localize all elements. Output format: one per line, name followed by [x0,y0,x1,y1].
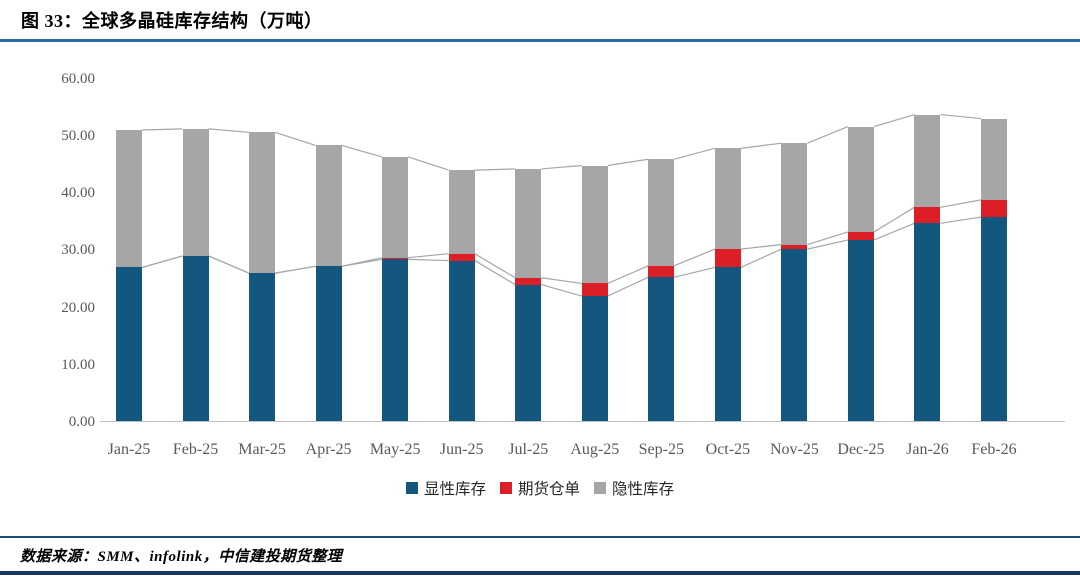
bar-segment-implicit-inventory [648,159,675,266]
y-tick-label: 30.00 [61,242,95,259]
bar-segment-implicit-inventory [182,128,209,256]
bar-segment-explicit-inventory [914,223,941,422]
bar-segment-explicit-inventory [116,267,142,422]
legend-item-explicit-inventory: 显性库存 [405,477,486,499]
y-tick-label: 60.00 [61,70,95,87]
bar-segment-explicit-inventory [581,296,608,422]
bar-segment-explicit-inventory [182,255,209,422]
legend-swatch-icon [405,482,418,494]
y-tick-label: 10.00 [61,356,95,373]
x-tick-label: Jan-25 [107,441,151,458]
bar-segment-explicit-inventory [714,267,741,422]
bar-segment-futures-warehouse-receipts [981,199,1008,218]
x-tick-label: Nov-25 [769,441,819,458]
bottom-rule-divider [0,571,1080,575]
legend-label: 期货仓单 [517,481,580,498]
bar-segment-futures-warehouse-receipts [781,244,808,250]
title-rule-divider [0,39,1080,42]
x-tick-label: Mar-25 [238,441,286,458]
y-tick-label: 40.00 [61,185,95,201]
bar-segment-explicit-inventory [981,217,1008,422]
bar-segment-futures-warehouse-receipts [847,231,874,240]
bar-segment-futures-warehouse-receipts [448,253,475,261]
bar-segment-futures-warehouse-receipts [714,249,741,268]
bar-segment-implicit-inventory [914,114,941,208]
bar-segment-implicit-inventory [382,156,409,258]
y-tick-label: 50.00 [61,127,95,144]
y-tick-label: 20.00 [61,299,95,316]
bar-segment-explicit-inventory [315,266,342,422]
bar-segment-futures-warehouse-receipts [581,283,608,297]
bar-segment-implicit-inventory [315,145,342,267]
bar-segment-implicit-inventory [515,168,542,278]
bar-segment-implicit-inventory [249,132,276,274]
bar-segment-implicit-inventory [448,170,475,254]
x-tick-label: Jul-25 [508,441,549,458]
bar-segment-implicit-inventory [116,130,142,268]
x-tick-label: Oct-25 [705,441,751,458]
legend-label: 隐性库存 [612,481,675,498]
legend-swatch-icon [499,482,512,494]
x-tick-label: Sep-25 [638,441,684,458]
bar-segment-explicit-inventory [648,277,675,422]
x-tick-label: Jan-26 [906,441,949,458]
bar-segment-implicit-inventory [981,118,1008,200]
legend-item-implicit-inventory: 隐性库存 [594,477,674,499]
y-axis: 0.00 10.00 20.00 30.00 40.00 50.00 60.00 [0,0,95,470]
x-tick-label: Apr-25 [305,441,352,458]
bar-segment-explicit-inventory [249,273,276,422]
x-axis-line [100,421,1065,422]
legend-label: 显性库存 [423,481,486,498]
legend-item-futures-warehouse-receipts: 期货仓单 [499,477,580,499]
bar-segment-explicit-inventory [515,284,542,422]
bar-segment-implicit-inventory [847,126,874,232]
x-tick-label: Aug-25 [570,441,620,458]
legend-swatch-icon [594,482,606,494]
bar-segment-futures-warehouse-receipts [515,277,542,285]
source-rule-divider [0,536,1080,538]
bar-segment-explicit-inventory [448,260,475,422]
x-tick-label: Dec-25 [837,441,885,458]
bar-segment-implicit-inventory [581,165,608,284]
figure-title: 图 33：全球多晶硅库存结构（万吨） [21,11,323,31]
bar-segment-implicit-inventory [781,143,808,245]
x-tick-label: Feb-26 [971,441,1017,458]
bar-segment-explicit-inventory [382,259,409,422]
x-tick-label: Feb-25 [172,441,219,458]
y-tick-label: 0.00 [68,414,95,430]
bar-segment-futures-warehouse-receipts [648,265,675,278]
bar-segment-explicit-inventory [781,249,808,422]
bar-segment-futures-warehouse-receipts [914,207,941,224]
x-tick-label: May-25 [369,441,421,458]
legend: 显性库存 期货仓单 隐性库存 [0,477,1080,499]
bar-segment-explicit-inventory [847,239,874,422]
x-tick-label: Jun-25 [439,441,484,458]
bar-segment-futures-warehouse-receipts [382,257,409,260]
bar-segment-implicit-inventory [714,148,741,250]
figure-source: 数据来源：SMM、infolink，中信建投期货整理 [20,549,343,565]
